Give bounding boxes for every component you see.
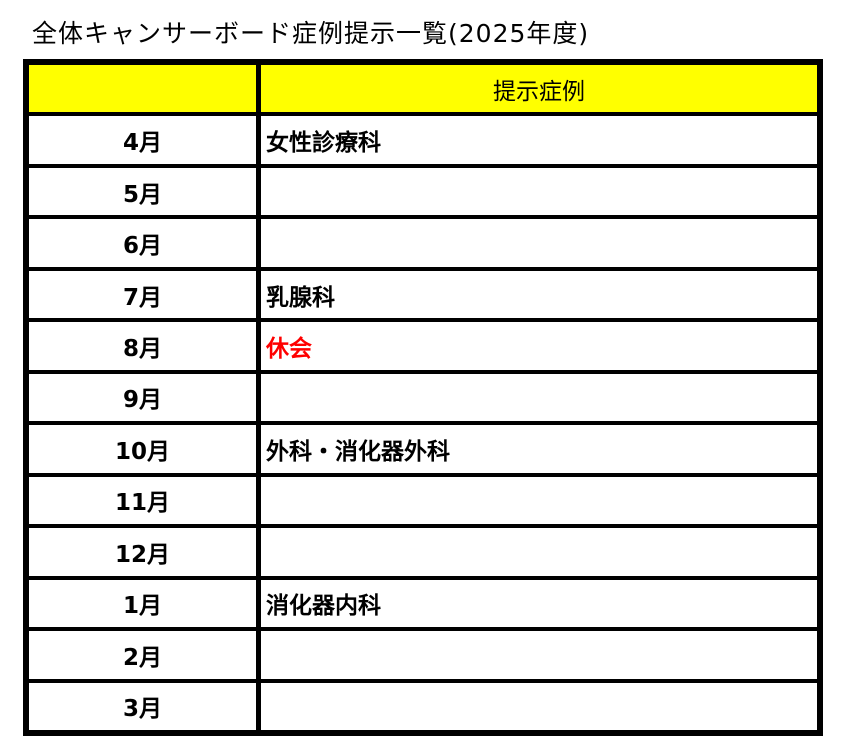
case-cell <box>261 682 817 730</box>
month-cell: 7月 <box>29 270 256 319</box>
case-cell: 休会 <box>261 322 817 370</box>
case-cell <box>261 631 817 679</box>
month-cell: 9月 <box>29 373 256 422</box>
case-schedule-table: 提示症例 4月 女性診療科 5月 6月 7月 乳腺科 8月 休会 9月 10月 外科・消化器外科 11… <box>23 59 823 736</box>
header-month <box>29 65 256 113</box>
month-cell: 5月 <box>29 167 256 216</box>
case-cell: 女性診療科 <box>261 116 817 164</box>
month-cell: 8月 <box>29 322 256 370</box>
case-cell: 消化器内科 <box>261 579 817 628</box>
month-cell: 12月 <box>29 528 256 576</box>
case-cell <box>261 476 817 525</box>
case-cell <box>261 373 817 422</box>
month-cell: 3月 <box>29 682 256 730</box>
month-cell: 10月 <box>29 425 256 473</box>
case-cell: 外科・消化器外科 <box>261 425 817 473</box>
month-cell: 6月 <box>29 219 256 267</box>
month-cell: 2月 <box>29 631 256 679</box>
case-cell <box>261 528 817 576</box>
case-cell: 乳腺科 <box>261 270 817 319</box>
case-cell <box>261 219 817 267</box>
header-cases: 提示症例 <box>261 65 817 113</box>
case-cell <box>261 167 817 216</box>
month-cell: 11月 <box>29 476 256 525</box>
month-cell: 1月 <box>29 579 256 628</box>
page-title: 全体キャンサーボード症例提示一覧(2025年度) <box>32 19 590 48</box>
month-cell: 4月 <box>29 116 256 164</box>
